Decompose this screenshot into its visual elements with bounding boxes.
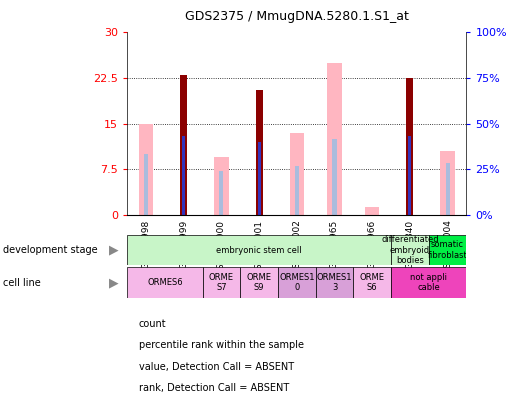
Text: percentile rank within the sample: percentile rank within the sample (139, 341, 304, 350)
Bar (332, 139, 337, 215)
Bar (127, 235, 391, 265)
Bar (446, 163, 449, 215)
Bar (391, 235, 429, 265)
Bar (328, 63, 342, 215)
Text: ORMES1
3: ORMES1 3 (317, 273, 352, 292)
Text: rank, Detection Call = ABSENT: rank, Detection Call = ABSENT (139, 384, 289, 393)
Bar (180, 75, 187, 215)
Bar (214, 157, 228, 215)
Text: ▶: ▶ (109, 276, 119, 289)
Bar (202, 267, 240, 298)
Text: ORMES1
0: ORMES1 0 (279, 273, 314, 292)
Text: ▶: ▶ (109, 244, 119, 257)
Text: count: count (139, 319, 166, 329)
Text: value, Detection Call = ABSENT: value, Detection Call = ABSENT (139, 362, 294, 372)
Bar (365, 207, 379, 215)
Text: differentiated
embryoid
bodies: differentiated embryoid bodies (381, 235, 439, 265)
Bar (139, 124, 153, 215)
Bar (440, 151, 455, 215)
Bar (391, 267, 466, 298)
Bar (258, 142, 261, 215)
Bar (278, 267, 316, 298)
Text: not appli
cable: not appli cable (410, 273, 447, 292)
Text: embryonic stem cell: embryonic stem cell (216, 245, 302, 255)
Bar (240, 267, 278, 298)
Bar (316, 267, 354, 298)
Bar (295, 166, 299, 215)
Bar (144, 154, 148, 215)
Bar (407, 78, 413, 215)
Bar (429, 235, 466, 265)
Bar (182, 136, 186, 215)
Bar (219, 171, 224, 215)
Text: development stage: development stage (3, 245, 98, 255)
Bar (289, 133, 304, 215)
Bar (127, 267, 202, 298)
Text: ORME
S7: ORME S7 (209, 273, 234, 292)
Text: cell line: cell line (3, 278, 40, 288)
Bar (354, 267, 391, 298)
Text: GDS2375 / MmugDNA.5280.1.S1_at: GDS2375 / MmugDNA.5280.1.S1_at (185, 10, 409, 23)
Text: ORMES6: ORMES6 (147, 278, 183, 287)
Text: somatic
fibroblast: somatic fibroblast (428, 241, 467, 260)
Bar (408, 136, 411, 215)
Bar (255, 90, 262, 215)
Text: ORME
S6: ORME S6 (360, 273, 385, 292)
Text: ORME
S9: ORME S9 (246, 273, 271, 292)
